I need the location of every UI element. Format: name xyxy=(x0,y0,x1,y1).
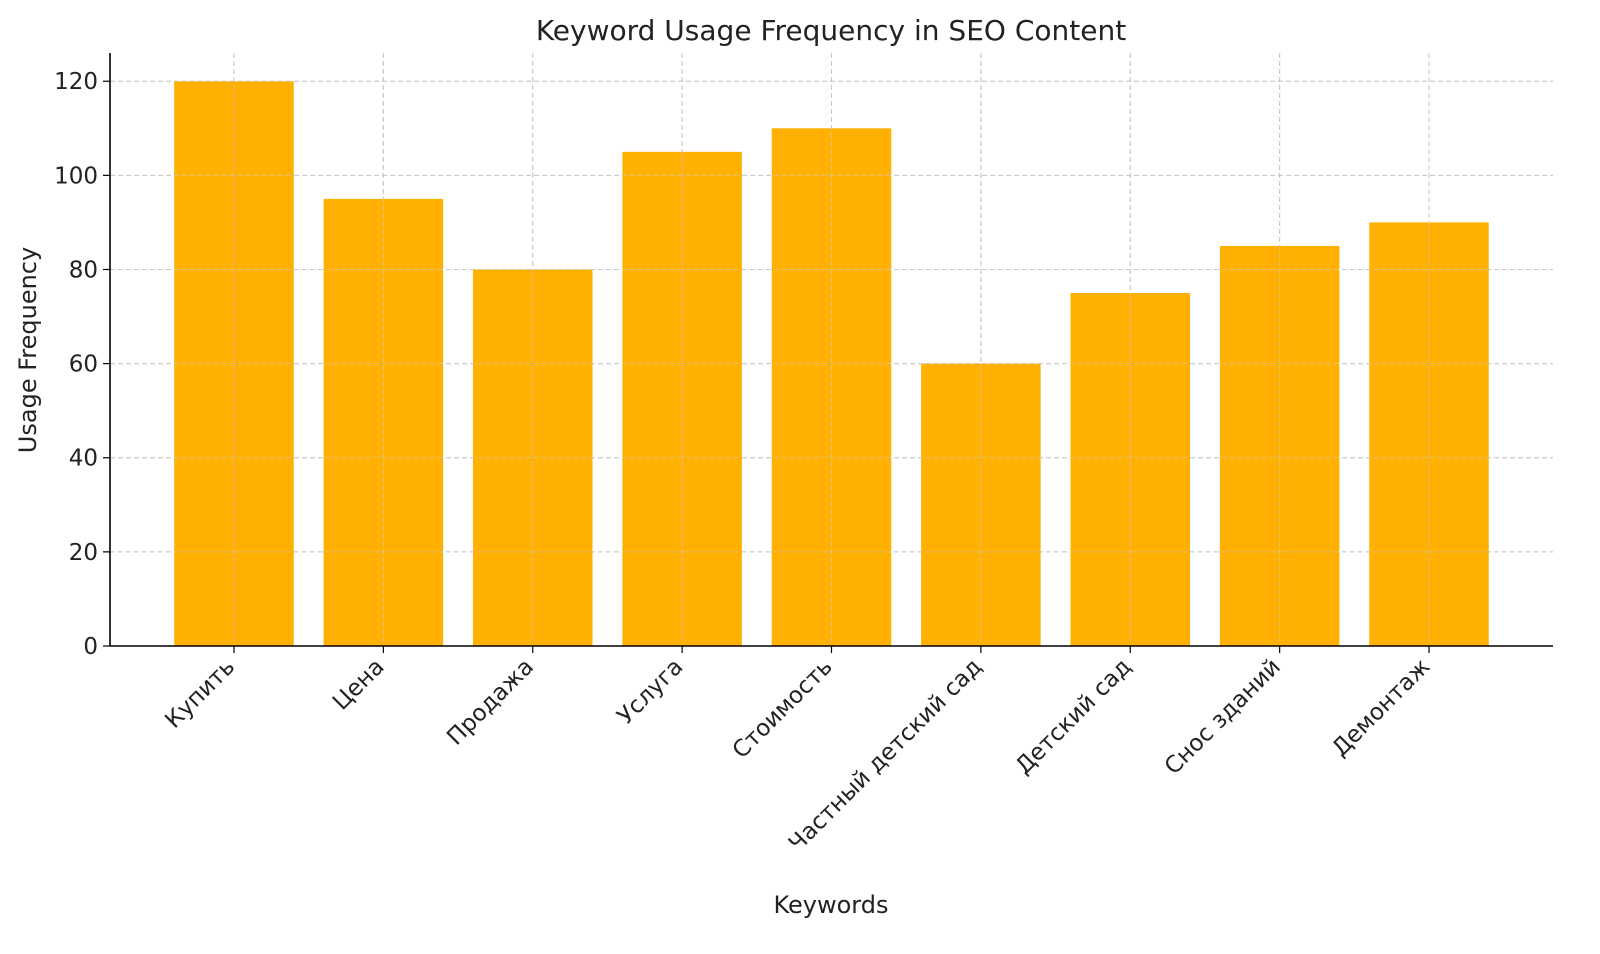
x-tick-label: Услуга xyxy=(613,654,689,730)
y-axis-label: Usage Frequency xyxy=(14,247,42,453)
y-ticks: 0 20 40 60 80 100 120 xyxy=(54,69,110,660)
x-tick-label: Демонтаж xyxy=(1327,654,1435,762)
y-tick-label: 0 xyxy=(83,634,98,660)
y-tick-label: 120 xyxy=(54,69,98,95)
x-tick-label: Стоимость xyxy=(728,654,838,764)
y-tick-label: 100 xyxy=(54,163,98,189)
bars xyxy=(110,53,1553,647)
y-tick-label: 20 xyxy=(69,540,98,566)
x-tick-label: Цена xyxy=(328,654,390,716)
x-axis-label: Keywords xyxy=(773,891,888,919)
x-tick-label: Детский сад xyxy=(1011,654,1137,780)
y-tick-label: 60 xyxy=(69,352,98,378)
x-tick-label: Купить xyxy=(160,654,240,734)
x-tick-label: Снос зданий xyxy=(1160,654,1286,780)
y-tick-label: 40 xyxy=(69,446,98,472)
x-tick-label: Продажа xyxy=(442,654,539,751)
y-tick-label: 80 xyxy=(69,257,98,283)
x-ticks: Купить Цена Продажа Услуга СтоимостьЧастный … xyxy=(160,646,1435,857)
chart-title: Keyword Usage Frequency in SEO Content xyxy=(536,14,1126,47)
